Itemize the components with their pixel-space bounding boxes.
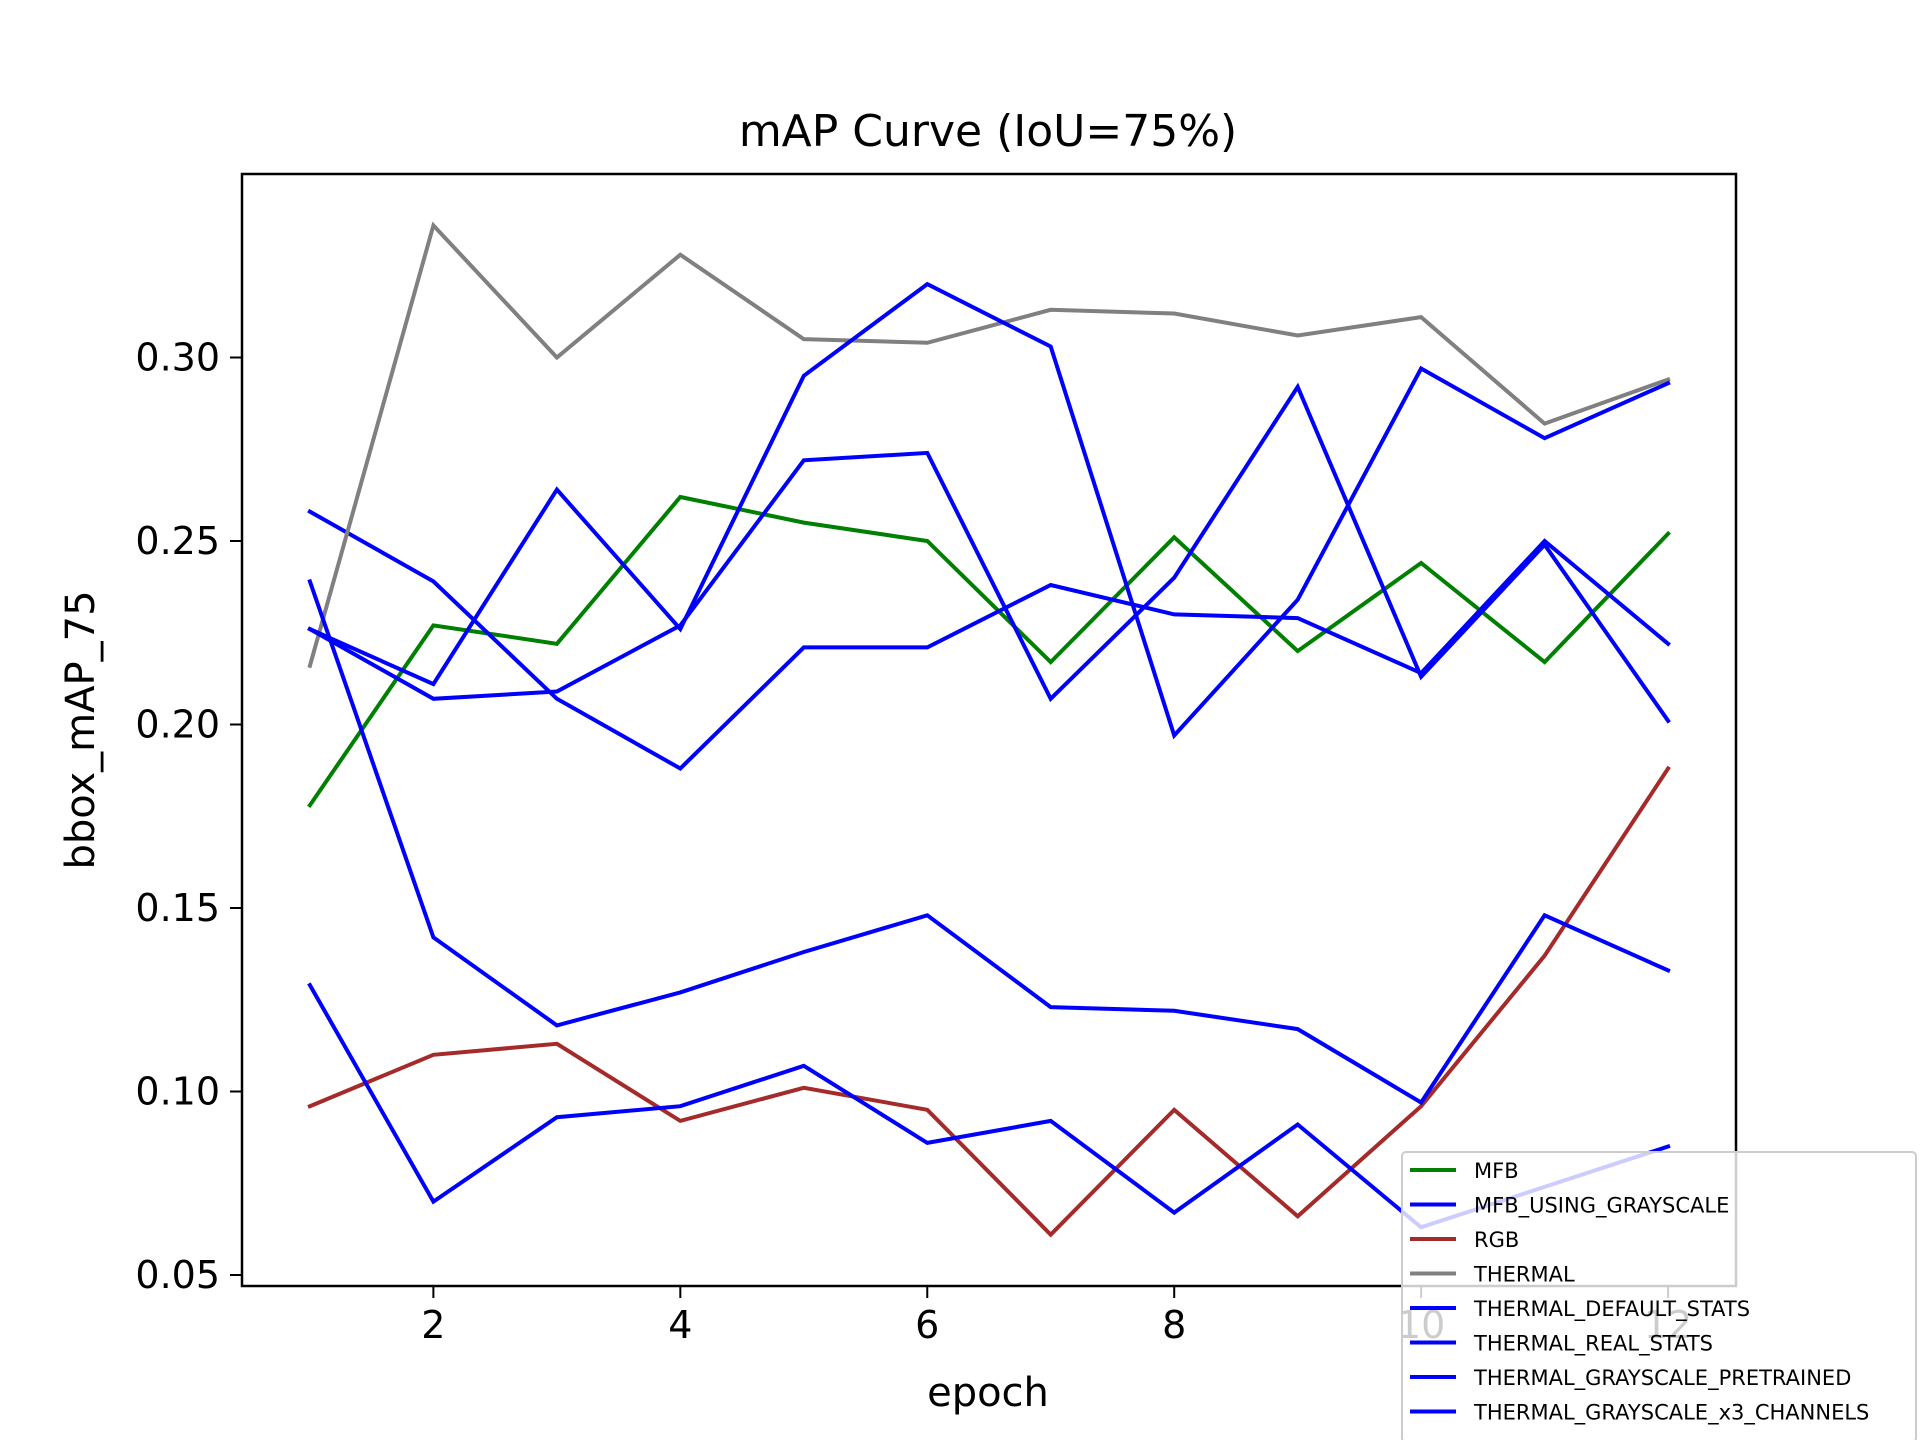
legend-label-7: THERMAL_GRAYSCALE_x3_CHANNELS xyxy=(1473,1401,1869,1426)
y-tick-label: 0.20 xyxy=(135,702,220,746)
legend-box xyxy=(1401,1151,1917,1440)
series-line-5 xyxy=(307,578,1671,1106)
y-axis-label: bbox_mAP_75 xyxy=(58,590,104,869)
x-tick-label: 8 xyxy=(1162,1303,1186,1347)
legend-label-4: THERMAL_DEFAULT_STATS xyxy=(1473,1297,1750,1322)
x-tick-label: 4 xyxy=(668,1303,692,1347)
series-line-1 xyxy=(307,508,1671,771)
legend-label-0: MFB xyxy=(1474,1159,1519,1183)
series-line-7 xyxy=(307,281,1671,740)
legend-label-5: THERMAL_REAL_STATS xyxy=(1473,1332,1713,1357)
y-tick-label: 0.15 xyxy=(135,886,220,930)
series-line-2 xyxy=(307,765,1671,1238)
y-tick-label: 0.05 xyxy=(135,1253,220,1297)
series-line-4 xyxy=(307,382,1671,724)
legend-label-2: RGB xyxy=(1474,1228,1519,1252)
x-axis-label: epoch xyxy=(927,1370,1049,1416)
legend: MFB MFB_USING_GRAYSCALE RGB THERMAL THERMAL_… xyxy=(1401,1151,1917,1440)
x-tick-label: 6 xyxy=(915,1303,939,1347)
y-tick-label: 0.30 xyxy=(135,335,220,379)
legend-label-1: MFB_USING_GRAYSCALE xyxy=(1474,1194,1729,1219)
series-line-3 xyxy=(307,221,1671,669)
legend-label-6: THERMAL_GRAYSCALE_PRETRAINED xyxy=(1473,1366,1851,1391)
plot-frame xyxy=(240,172,1738,1288)
series-line-0 xyxy=(307,494,1671,808)
y-axis: 0.05 0.10 0.15 0.20 0.25 0.30 xyxy=(135,335,242,1297)
y-tick-label: 0.10 xyxy=(135,1069,220,1113)
chart-title: mAP Curve (IoU=75%) xyxy=(739,106,1237,157)
y-tick-label: 0.25 xyxy=(135,519,220,563)
legend-label-3: THERMAL xyxy=(1473,1263,1575,1287)
x-tick-label: 2 xyxy=(421,1303,445,1347)
